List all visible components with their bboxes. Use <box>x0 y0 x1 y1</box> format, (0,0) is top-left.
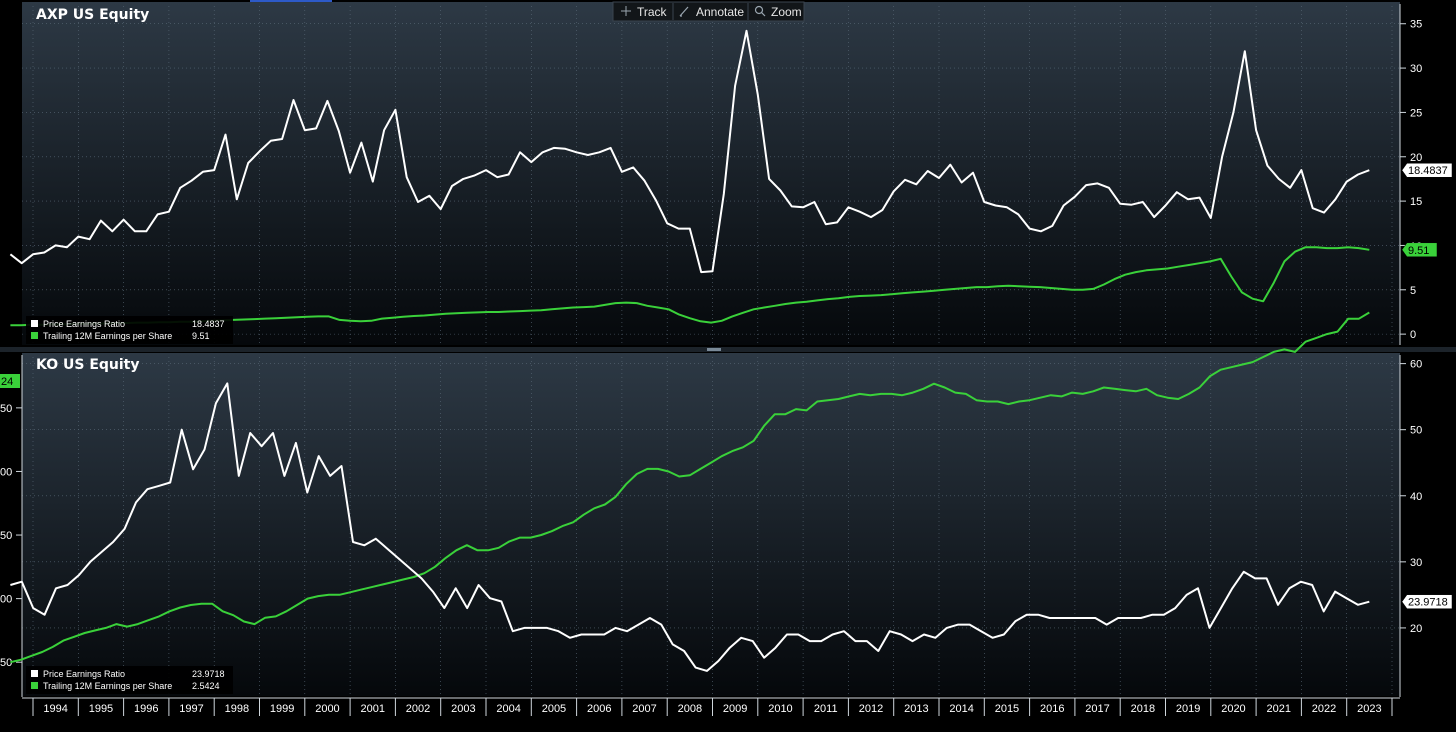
legend-value-pe: 18.4837 <box>192 319 225 329</box>
x-tick-label: 1994 <box>43 703 67 715</box>
zoom-button[interactable]: Zoom <box>754 5 802 19</box>
annotate-button[interactable]: Annotate <box>679 5 744 19</box>
ko-panel-background <box>22 353 1400 696</box>
legend-label-pe: Price Earnings Ratio <box>43 319 125 329</box>
ko-eps-left-tag-label: 24 <box>1 376 13 388</box>
axp-y-tick-label: 25 <box>1410 107 1422 119</box>
ko-y-tick-label: 40 <box>1410 491 1422 503</box>
ko-pe-value-tag-label: 23.9718 <box>1408 597 1448 609</box>
x-tick-label: 2006 <box>587 703 611 715</box>
x-tick-label: 2011 <box>814 703 838 715</box>
x-tick-label: 2016 <box>1040 703 1064 715</box>
crosshair-icon <box>621 6 631 16</box>
legend-swatch-pe <box>31 320 38 327</box>
ko-y-tick-label: 50 <box>1410 425 1422 437</box>
axp-panel-title: AXP US Equity <box>36 7 149 23</box>
x-tick-label: 2000 <box>315 703 339 715</box>
ko-legend: Price Earnings Ratio 23.9718 Trailing 12… <box>26 666 233 694</box>
panel-divider-grip[interactable] <box>707 348 721 351</box>
axp-pe-value-tag-label: 18.4837 <box>1408 165 1448 177</box>
x-tick-label: 2012 <box>859 703 883 715</box>
legend-value-eps: 2.5424 <box>192 681 220 691</box>
tab-accent-bar <box>250 0 332 2</box>
track-button[interactable]: Track <box>621 5 668 19</box>
axp-eps-value-tag-label: 9.51 <box>1408 245 1429 257</box>
ko-pe-line <box>10 382 1370 672</box>
legend-swatch-pe <box>31 670 38 677</box>
x-axis-strip <box>22 697 1400 717</box>
legend-value-eps: 9.51 <box>192 331 210 341</box>
x-tick-label: 2002 <box>406 703 430 715</box>
x-tick-label: 1998 <box>225 703 249 715</box>
x-tick-label: 2023 <box>1357 703 1381 715</box>
panel-divider[interactable] <box>0 347 1456 352</box>
legend-label-eps: Trailing 12M Earnings per Share <box>43 681 172 691</box>
x-tick-label: 2013 <box>904 703 928 715</box>
legend-label-pe: Price Earnings Ratio <box>43 669 125 679</box>
axp-y-tick-label: 35 <box>1410 19 1422 31</box>
legend-label-eps: Trailing 12M Earnings per Share <box>43 331 172 341</box>
ko-left-tick-label: 50 <box>0 403 12 415</box>
pencil-icon <box>679 6 689 17</box>
x-tick-label: 2014 <box>949 703 973 715</box>
x-tick-label: 2015 <box>995 703 1019 715</box>
legend-swatch-eps <box>31 682 38 689</box>
x-tick-label: 1997 <box>179 703 203 715</box>
annotate-label: Annotate <box>696 5 744 19</box>
x-tick-label: 2022 <box>1312 703 1336 715</box>
x-tick-label: 1995 <box>89 703 113 715</box>
axp-pe-value-tag <box>1401 162 1453 178</box>
axp-legend: Price Earnings Ratio 18.4837 Trailing 12… <box>26 316 233 344</box>
x-tick-label: 2021 <box>1267 703 1291 715</box>
x-tick-label: 2017 <box>1085 703 1109 715</box>
chart-toolbar: Track Annotate Zoom <box>612 1 805 22</box>
x-tick-label: 2018 <box>1131 703 1155 715</box>
track-label: Track <box>637 5 668 19</box>
x-tick-label: 2019 <box>1176 703 1200 715</box>
axp-y-tick-label: 0 <box>1410 329 1416 341</box>
axp-y-tick-label: 20 <box>1410 152 1422 164</box>
ko-left-tick-label: 00 <box>0 466 12 478</box>
axp-y-tick-label: 15 <box>1410 196 1422 208</box>
x-tick-label: 2010 <box>768 703 792 715</box>
ko-y-tick-label: 60 <box>1410 359 1422 371</box>
ko-y-tick-label: 20 <box>1410 623 1422 635</box>
axp-panel-background <box>22 2 1400 345</box>
x-tick-label: 2009 <box>723 703 747 715</box>
axp-y-tick-label: 5 <box>1410 285 1416 297</box>
legend-swatch-eps <box>31 332 38 339</box>
zoom-label: Zoom <box>771 5 802 19</box>
x-tick-label: 2001 <box>361 703 385 715</box>
legend-value-pe: 23.9718 <box>192 669 225 679</box>
ko-left-tick-label: 50 <box>0 657 12 669</box>
axp-eps-value-tag <box>1401 242 1438 258</box>
ko-eps-left-tag: 24 <box>0 374 20 388</box>
ko-y-tick-label: 30 <box>1410 557 1422 569</box>
axp-y-tick-label: 30 <box>1410 63 1422 75</box>
ko-left-tick-label: 00 <box>0 594 12 606</box>
x-tick-label: 1999 <box>270 703 294 715</box>
x-tick-label: 2004 <box>496 703 520 715</box>
ko-pe-value-tag <box>1401 594 1453 609</box>
x-tick-label: 2020 <box>1221 703 1245 715</box>
x-tick-label: 2003 <box>451 703 475 715</box>
x-tick-label: 2005 <box>542 703 566 715</box>
magnifier-icon <box>754 5 766 17</box>
x-tick-label: 2008 <box>678 703 702 715</box>
x-tick-label: 1996 <box>134 703 158 715</box>
ko-panel-title: KO US Equity <box>36 357 140 373</box>
x-tick-label: 2007 <box>632 703 656 715</box>
ko-left-tick-label: 50 <box>0 530 12 542</box>
